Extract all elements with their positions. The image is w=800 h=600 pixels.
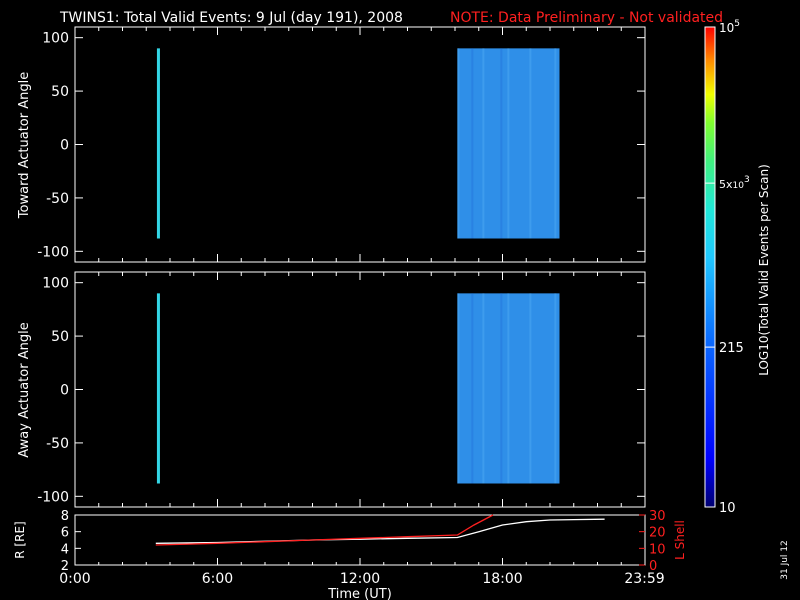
- ephem-right-ylabel: L Shell: [673, 520, 687, 560]
- toward-heat-stripe: [482, 48, 485, 239]
- away-ytick-label: 100: [42, 276, 69, 292]
- x-axis-label: Time (UT): [327, 587, 392, 600]
- away-heat-stripe: [471, 293, 474, 484]
- date-stamp: 31 Jul 12: [780, 540, 790, 580]
- ephem-left-ylabel: R [RE]: [13, 521, 27, 558]
- figure-title: TWINS1: Total Valid Events: 9 Jul (day 1…: [59, 10, 403, 26]
- away-heat-stripe: [500, 293, 503, 484]
- colorbar-tick-label: 5x103: [719, 175, 750, 191]
- ephem-left-ytick-label: 2: [61, 559, 69, 574]
- toward-heat-stripe: [529, 48, 532, 239]
- away-ytick-label: -50: [46, 436, 69, 452]
- away-heat-stripe: [457, 293, 460, 484]
- away-heat-stripe: [554, 293, 557, 484]
- toward-heat-stripe: [457, 48, 460, 239]
- away-heat-stripe: [529, 293, 532, 484]
- away-ylabel: Away Actuator Angle: [17, 322, 32, 457]
- ephem-right-ytick-label: 30: [649, 509, 666, 524]
- toward-ytick-label: 0: [60, 138, 69, 154]
- x-tick-label: 6:00: [202, 571, 233, 587]
- toward-ytick-label: 100: [42, 31, 69, 47]
- away-heat-block: [156, 293, 160, 484]
- x-tick-label: 18:00: [482, 571, 522, 587]
- x-tick-label: 12:00: [340, 571, 380, 587]
- away-ytick-label: 0: [60, 383, 69, 399]
- toward-heat-stripe: [507, 48, 510, 239]
- toward-ylabel: Toward Actuator Angle: [17, 72, 32, 219]
- toward-heat-block: [156, 48, 160, 239]
- ephem-right-ytick-label: 20: [649, 526, 666, 541]
- away-ytick-label: -100: [37, 489, 69, 505]
- preliminary-note: NOTE: Data Preliminary - Not validated: [450, 10, 723, 26]
- toward-ytick-label: 50: [51, 84, 69, 100]
- colorbar-tick-label: 215: [719, 341, 744, 356]
- colorbar-tick-label: 105: [719, 19, 740, 35]
- toward-ytick-label: -100: [37, 244, 69, 260]
- ephemeris-panel-frame: [74, 514, 646, 566]
- colorbar: [704, 26, 716, 508]
- ephem-left-ytick-label: 4: [61, 542, 69, 557]
- away-heat-stripe: [482, 293, 485, 484]
- x-tick-label: 23:59: [624, 571, 664, 587]
- toward-heat-stripe: [471, 48, 474, 239]
- away-heat-stripe: [507, 293, 510, 484]
- toward-heat-stripe: [554, 48, 557, 239]
- colorbar-title: LOG10(Total Valid Events per Scan): [757, 164, 771, 376]
- r-distance-line: [155, 518, 605, 544]
- x-tick-label: 0:00: [59, 571, 90, 587]
- away-ytick-label: 50: [51, 329, 69, 345]
- ephem-right-ytick-label: 10: [649, 542, 666, 557]
- toward-heat-stripe: [500, 48, 503, 239]
- ephem-right-ytick-label: 0: [649, 559, 657, 574]
- colorbar-tick-label: 10: [719, 501, 736, 516]
- ephem-left-ytick-label: 8: [61, 509, 69, 524]
- l-shell-line: [155, 514, 494, 546]
- ephem-left-ytick-label: 6: [61, 526, 69, 541]
- toward-ytick-label: -50: [46, 191, 69, 207]
